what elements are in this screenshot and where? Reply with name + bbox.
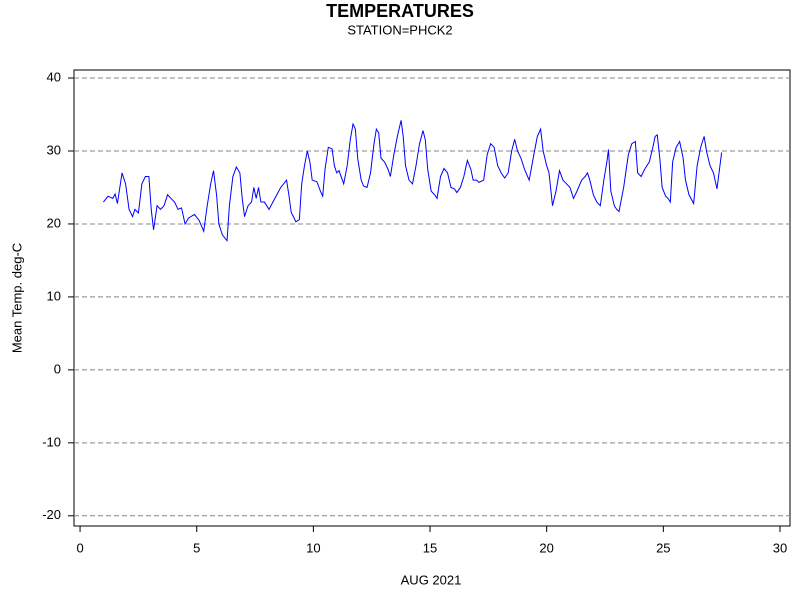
plot-frame xyxy=(73,69,791,527)
y-tick-label: -20 xyxy=(42,507,61,522)
y-tick-label: -10 xyxy=(42,434,61,449)
x-tick-label: 5 xyxy=(193,540,200,555)
x-axis-label: AUG 2021 xyxy=(401,572,462,587)
data-line xyxy=(103,120,723,243)
y-axis-label: Mean Temp. deg-C xyxy=(9,243,24,353)
x-tick-label: 30 xyxy=(773,540,787,555)
x-tick-label: 10 xyxy=(306,540,320,555)
x-tick-label: 15 xyxy=(423,540,437,555)
x-tick-label: 25 xyxy=(656,540,670,555)
y-tick-label: 40 xyxy=(47,69,61,84)
chart-subtitle: STATION=PHCK2 xyxy=(347,22,452,37)
y-tick-label: 10 xyxy=(47,288,61,303)
x-tick-label: 0 xyxy=(76,540,83,555)
y-tick-label: 30 xyxy=(47,142,61,157)
chart-title: TEMPERATURES xyxy=(326,1,474,21)
y-tick-label: 20 xyxy=(47,215,61,230)
x-tick-label: 20 xyxy=(539,540,553,555)
y-tick-label: 0 xyxy=(54,361,61,376)
